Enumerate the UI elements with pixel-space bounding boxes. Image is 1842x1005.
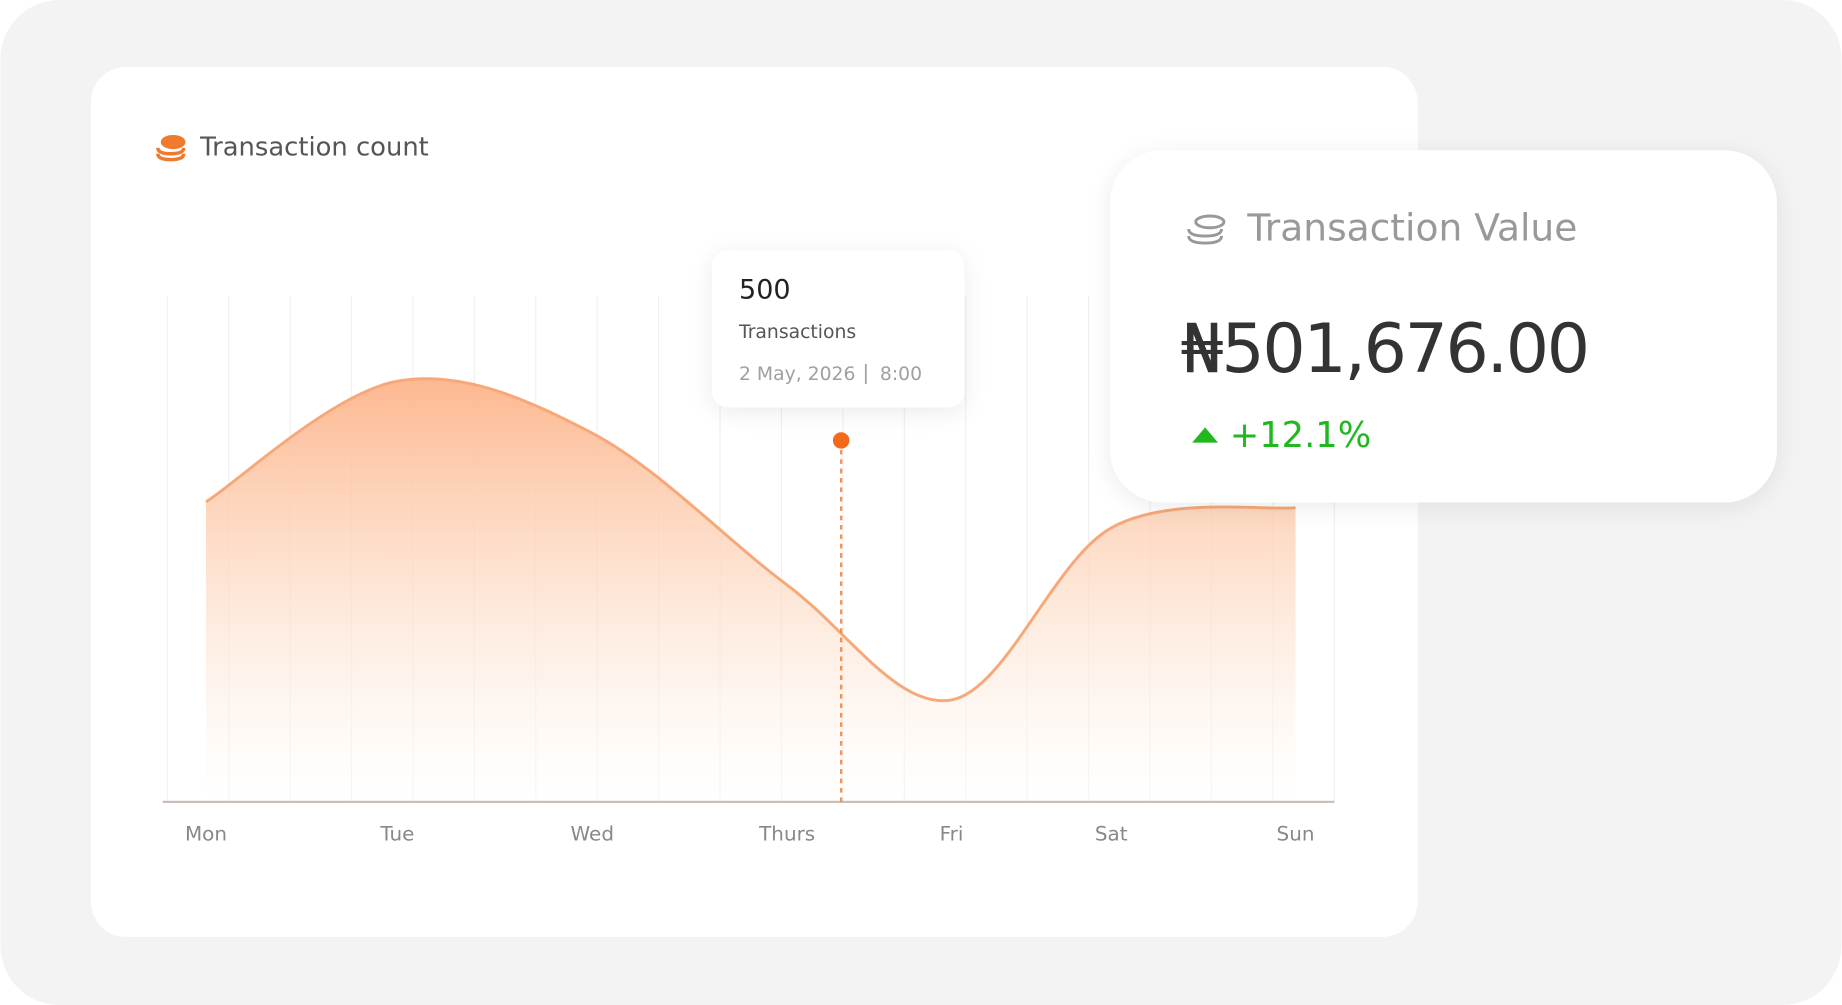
x-tick-label: Fri <box>940 821 964 845</box>
value-title: Transaction Value <box>1246 206 1577 250</box>
coin-icon <box>156 135 186 162</box>
chart-title: Transaction count <box>199 132 429 162</box>
area <box>205 378 1296 802</box>
x-tick-label: Sun <box>1277 821 1315 845</box>
value-change: +12.1% <box>1230 415 1371 456</box>
up-arrow <box>1192 427 1219 443</box>
x-tick-label: Mon <box>185 821 227 845</box>
x-tick-label: Thurs <box>758 821 815 845</box>
x-tick-label: Sat <box>1095 821 1128 845</box>
x-tick-label: Wed <box>571 821 614 845</box>
tooltip-time: 8:00 <box>880 364 922 385</box>
value-card <box>1110 150 1777 503</box>
line <box>205 377 1296 703</box>
coin-icon-grey <box>1187 214 1226 245</box>
value-amount: ₦501,676.00 <box>1180 310 1587 389</box>
tooltip-value: 500 <box>739 275 791 306</box>
tooltip-date: 2 May, 2026 <box>739 364 855 385</box>
x-tick-label: Tue <box>379 821 414 845</box>
tooltip-dot <box>832 432 850 449</box>
tooltip-label: Transactions <box>738 322 856 343</box>
tooltip <box>712 250 965 408</box>
plot: Mon Tue Wed Thurs Fri Sat Sun <box>162 295 1335 845</box>
